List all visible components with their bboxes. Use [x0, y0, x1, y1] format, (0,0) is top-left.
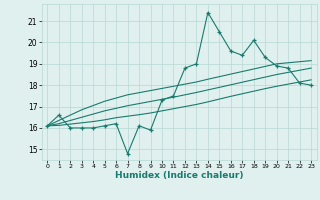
X-axis label: Humidex (Indice chaleur): Humidex (Indice chaleur) [115, 171, 244, 180]
